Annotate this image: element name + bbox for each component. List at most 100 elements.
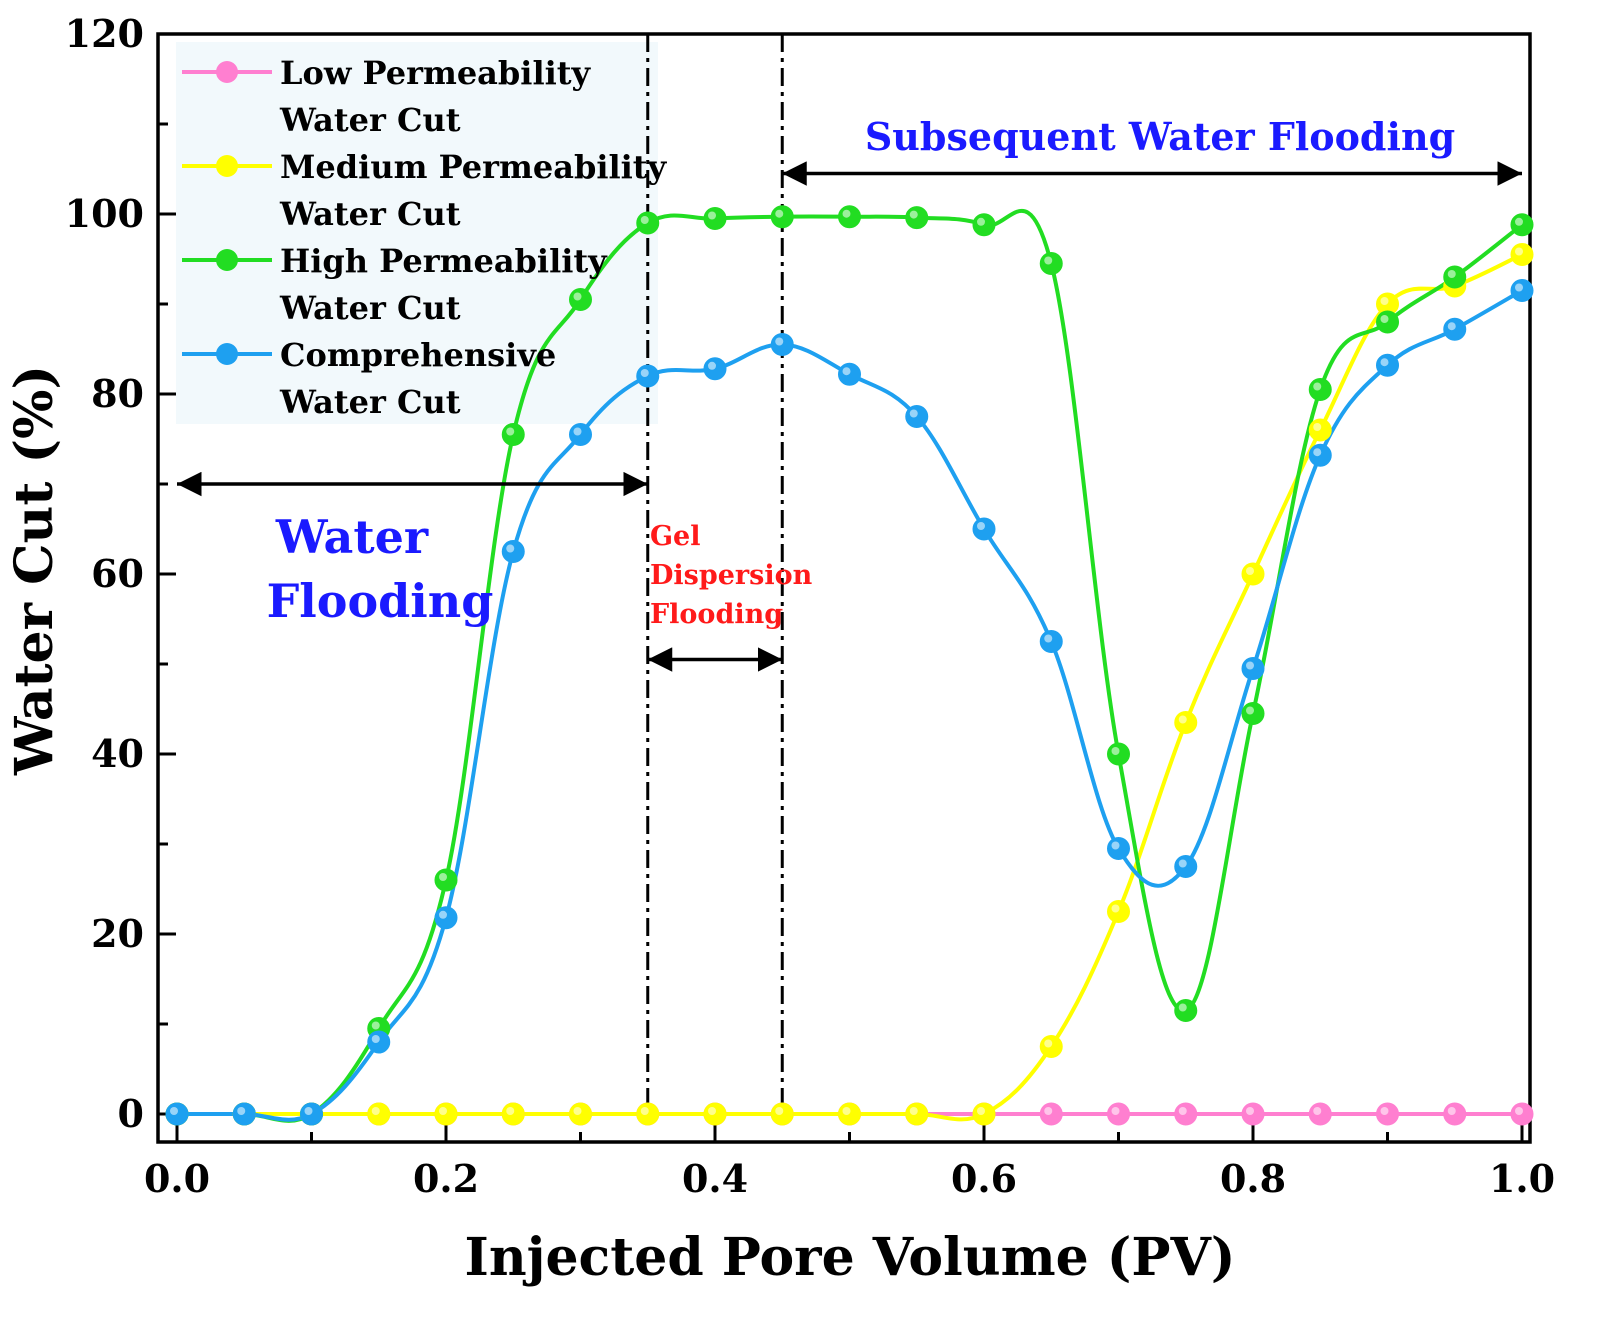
data-point [1039, 1102, 1063, 1126]
legend-label: Water Cut [279, 289, 461, 327]
data-point-highlight [842, 1107, 851, 1115]
data-point [972, 517, 996, 541]
data-point-highlight [640, 216, 649, 224]
data-point [972, 1102, 996, 1126]
data-point [165, 1102, 189, 1126]
data-point [1241, 702, 1265, 725]
data-point [703, 1102, 727, 1126]
data-point [300, 1102, 323, 1126]
x-tick-label: 0.0 [144, 1156, 210, 1201]
data-point-highlight [1380, 358, 1389, 367]
y-tick-label: 100 [65, 191, 144, 236]
data-point-highlight [170, 1107, 178, 1115]
data-point-highlight [708, 211, 716, 220]
data-point-highlight [1515, 217, 1523, 226]
data-point-highlight [1313, 448, 1322, 457]
data-point-highlight [304, 1107, 313, 1115]
data-point [1308, 418, 1332, 442]
gel-dispersion-label-line2: Dispersion [650, 560, 813, 591]
data-point [1241, 1102, 1265, 1126]
data-point [1376, 353, 1399, 377]
data-point-highlight [775, 1107, 784, 1115]
data-point-highlight [842, 367, 851, 376]
x-tick-label: 0.4 [682, 1156, 748, 1201]
data-point [703, 207, 727, 230]
data-point-highlight [1044, 634, 1053, 643]
data-point [636, 1102, 660, 1126]
data-point [501, 1102, 525, 1126]
data-point [1174, 1102, 1198, 1126]
data-point [636, 211, 660, 235]
data-point-highlight [439, 873, 447, 881]
data-point [1107, 900, 1130, 923]
legend-label: Low Permeability [280, 54, 592, 92]
gel-dispersion-label-line3: Flooding [650, 599, 783, 630]
data-point-highlight [909, 409, 918, 418]
data-point [1510, 1102, 1534, 1126]
data-point [1376, 1102, 1399, 1126]
x-axis-title: Injected Pore Volume (PV) [465, 1227, 1236, 1288]
data-point [905, 405, 929, 428]
data-point [1241, 562, 1265, 586]
data-point-highlight [1313, 423, 1322, 431]
data-point-highlight [977, 1107, 985, 1115]
legend-label: Comprehensive [280, 336, 556, 374]
data-point-highlight [1515, 283, 1523, 292]
y-tick-label: 60 [91, 551, 144, 596]
data-point [501, 540, 525, 563]
data-point [569, 423, 592, 446]
legend-label: High Permeability [280, 242, 608, 280]
legend-swatch-marker [216, 61, 238, 83]
data-point-highlight [1380, 315, 1389, 323]
y-tick-label: 20 [91, 911, 144, 956]
data-point [501, 423, 525, 446]
data-point-highlight [1178, 1003, 1187, 1012]
legend-label: Water Cut [279, 195, 461, 233]
data-point-highlight [1044, 256, 1053, 265]
data-point-highlight [506, 427, 515, 436]
data-point-highlight [1447, 1107, 1456, 1115]
data-point-highlight [371, 1035, 380, 1043]
data-point [1107, 837, 1130, 860]
data-point-highlight [439, 1107, 447, 1115]
subsequent-flooding-label: Subsequent Water Flooding [865, 114, 1455, 159]
data-point [1174, 855, 1198, 878]
data-point [972, 213, 996, 237]
data-point-highlight [1246, 706, 1254, 715]
data-point-highlight [1178, 715, 1187, 724]
data-point [1510, 279, 1534, 302]
data-point-highlight [1111, 1107, 1120, 1115]
data-point-highlight [439, 910, 447, 919]
data-point [838, 1102, 861, 1126]
legend-background [176, 42, 658, 424]
data-point [636, 364, 660, 388]
data-point [1039, 1035, 1063, 1058]
plot-frame [156, 32, 1532, 1144]
data-point-highlight [1447, 270, 1456, 278]
y-tick-label: 0 [118, 1091, 144, 1136]
data-point-highlight [1246, 661, 1254, 670]
data-point-highlight [1313, 1107, 1322, 1115]
data-point-highlight [977, 522, 985, 530]
data-point [905, 1102, 929, 1126]
data-point [1376, 310, 1399, 334]
data-point-highlight [1111, 904, 1120, 913]
data-point [1241, 657, 1265, 680]
data-point-highlight [573, 292, 582, 301]
water-flooding-label-line1: Water [275, 510, 429, 564]
data-point-highlight [371, 1107, 380, 1115]
data-point-highlight [1111, 841, 1120, 850]
data-point-highlight [775, 337, 784, 346]
data-point-highlight [1313, 382, 1322, 391]
x-tick-label: 1.0 [1489, 1156, 1555, 1201]
data-point [1039, 630, 1063, 653]
data-point [905, 206, 929, 230]
x-tick-label: 0.8 [1220, 1156, 1286, 1201]
data-point-highlight [909, 1107, 918, 1115]
data-point [232, 1102, 256, 1126]
legend: Low Permeability Water Cut Medium Permeabi… [182, 54, 668, 421]
legend-label: Medium Permeability [280, 148, 668, 186]
x-tick-label: 0.2 [413, 1156, 479, 1201]
y-tick-label: 40 [91, 731, 144, 776]
